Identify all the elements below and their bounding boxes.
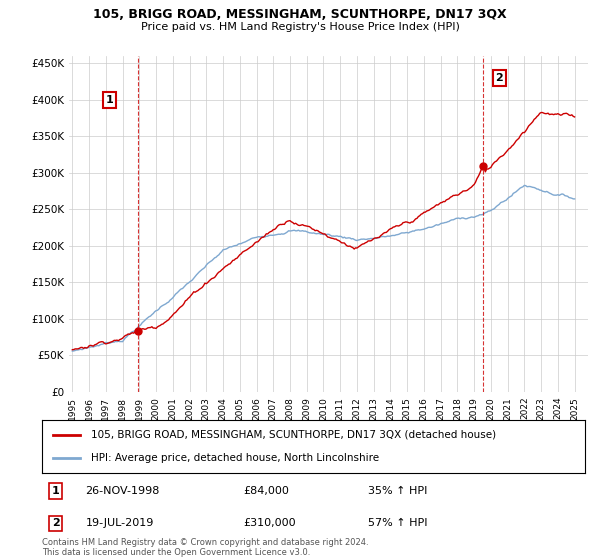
Text: Contains HM Land Registry data © Crown copyright and database right 2024.
This d: Contains HM Land Registry data © Crown c… <box>42 538 368 557</box>
Text: HPI: Average price, detached house, North Lincolnshire: HPI: Average price, detached house, Nort… <box>91 453 379 463</box>
Text: Price paid vs. HM Land Registry's House Price Index (HPI): Price paid vs. HM Land Registry's House … <box>140 22 460 32</box>
Text: 2: 2 <box>496 73 503 83</box>
Text: 2: 2 <box>52 519 59 529</box>
Text: 1: 1 <box>52 486 59 496</box>
Text: 35% ↑ HPI: 35% ↑ HPI <box>368 486 427 496</box>
Text: 26-NOV-1998: 26-NOV-1998 <box>85 486 160 496</box>
Text: 1: 1 <box>106 95 113 105</box>
Text: £310,000: £310,000 <box>243 519 296 529</box>
Text: 105, BRIGG ROAD, MESSINGHAM, SCUNTHORPE, DN17 3QX: 105, BRIGG ROAD, MESSINGHAM, SCUNTHORPE,… <box>93 8 507 21</box>
Text: 57% ↑ HPI: 57% ↑ HPI <box>368 519 427 529</box>
Text: £84,000: £84,000 <box>243 486 289 496</box>
Text: 105, BRIGG ROAD, MESSINGHAM, SCUNTHORPE, DN17 3QX (detached house): 105, BRIGG ROAD, MESSINGHAM, SCUNTHORPE,… <box>91 430 496 440</box>
Text: 19-JUL-2019: 19-JUL-2019 <box>85 519 154 529</box>
